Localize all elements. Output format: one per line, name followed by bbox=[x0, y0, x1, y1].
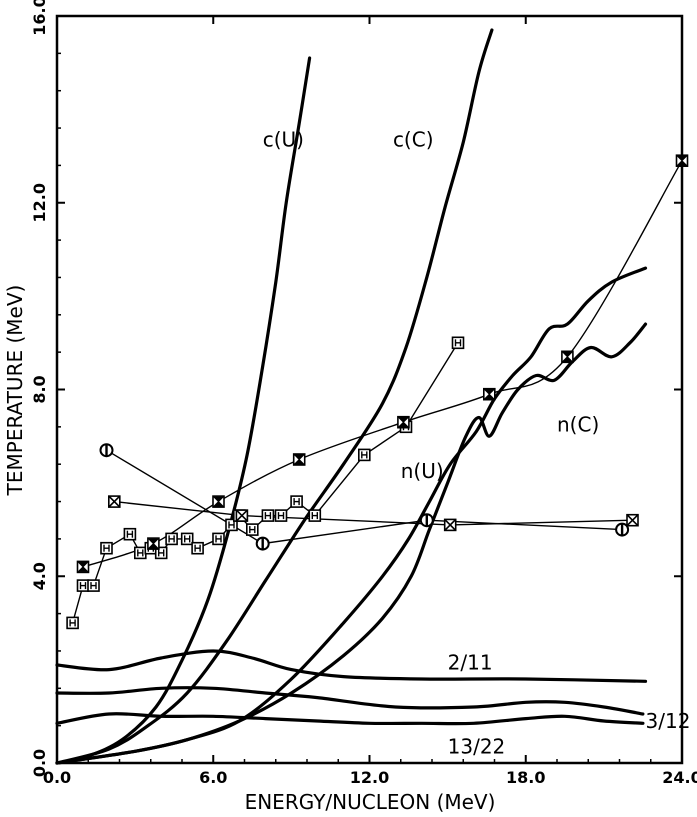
marker-hourglass bbox=[76, 560, 90, 574]
curve-13-22 bbox=[55, 712, 645, 726]
curve-label-c-c: c(C) bbox=[393, 128, 434, 152]
y-tick-label: 12.0 bbox=[30, 183, 49, 222]
series-line-square bbox=[71, 342, 459, 624]
marker-circle-bar bbox=[419, 513, 434, 528]
marker-hourglass bbox=[561, 350, 574, 364]
marker-x-box bbox=[235, 509, 249, 522]
marker-square bbox=[123, 527, 137, 541]
marker-square bbox=[87, 579, 100, 592]
marker-square bbox=[246, 523, 259, 536]
y-tick-label: 16.0 bbox=[30, 0, 49, 36]
marker-stroke bbox=[561, 351, 574, 362]
marker-hourglass bbox=[292, 453, 306, 466]
marker-hourglass bbox=[147, 537, 160, 550]
marker-square bbox=[154, 546, 168, 560]
x-tick-label: 6.0 bbox=[199, 768, 227, 787]
y-axis-title: TEMPERATURE (MeV) bbox=[3, 285, 27, 497]
curve-label-n-u: n(U) bbox=[401, 459, 444, 483]
marker-hourglass bbox=[397, 415, 410, 429]
marker-square bbox=[290, 495, 303, 508]
y-tick-label: 0.0 bbox=[30, 749, 49, 777]
curve-c-u bbox=[55, 56, 312, 765]
x-tick-label: 18.0 bbox=[506, 768, 545, 787]
marker-circle-bar bbox=[615, 522, 630, 537]
marker-square bbox=[212, 532, 225, 546]
marker-stroke bbox=[108, 495, 121, 508]
curve-n-c bbox=[55, 322, 648, 765]
marker-hourglass bbox=[675, 154, 689, 167]
marker-square bbox=[134, 546, 147, 560]
marker-square bbox=[66, 616, 79, 630]
marker-stroke bbox=[235, 509, 248, 522]
marker-stroke bbox=[397, 417, 410, 428]
x-axis-title: ENERGY/NUCLEON (MeV) bbox=[245, 790, 496, 814]
tick-group: 0.0 6.0 12.0 18.0 24.0 0.0 4.0 8.0 12.0 16.0 bbox=[30, 0, 697, 787]
marker-square bbox=[225, 518, 238, 532]
x-tick-label: 12.0 bbox=[350, 768, 389, 787]
series-line-x-box bbox=[114, 500, 633, 526]
series-line-hourglass bbox=[82, 160, 683, 568]
marker-stroke bbox=[77, 561, 89, 572]
curve-group bbox=[55, 28, 648, 765]
marker-square bbox=[165, 532, 178, 546]
y-tick-label: 8.0 bbox=[30, 375, 49, 403]
curve-c-c bbox=[55, 28, 494, 765]
marker-square bbox=[180, 532, 194, 546]
curve-label-group: c(U) c(C) n(U) n(C) 2/11 3/12 13/22 bbox=[263, 128, 691, 759]
marker-x-box bbox=[626, 513, 639, 527]
marker-x-box bbox=[108, 495, 121, 508]
marker-hourglass bbox=[212, 495, 225, 508]
curve-label-3-12: 3/12 bbox=[646, 709, 691, 733]
marker-square bbox=[100, 541, 113, 555]
marker-square bbox=[191, 541, 204, 555]
curve-2-11 bbox=[55, 649, 648, 683]
plot-frame bbox=[55, 14, 684, 765]
series-line-circle-bar bbox=[106, 449, 623, 545]
curve-label-13-22: 13/22 bbox=[448, 735, 506, 759]
curve-label-c-u: c(U) bbox=[263, 128, 304, 152]
marker-square bbox=[451, 336, 465, 350]
marker-stroke bbox=[444, 518, 457, 531]
marker-square bbox=[308, 509, 322, 522]
marker-hourglass bbox=[482, 387, 496, 401]
marker-circle-bar bbox=[99, 443, 114, 458]
marker-stroke bbox=[676, 155, 688, 166]
curve-label-n-c: n(C) bbox=[557, 413, 599, 437]
marker-x-box bbox=[443, 518, 457, 532]
x-tick-label: 24.0 bbox=[662, 768, 697, 787]
plot-frame-group bbox=[55, 14, 684, 765]
marker-circle-bar bbox=[255, 536, 270, 551]
marker-stroke bbox=[212, 496, 225, 507]
curve-3-12 bbox=[55, 686, 645, 716]
marker-square bbox=[76, 579, 90, 592]
marker-stroke bbox=[626, 514, 639, 527]
series-group bbox=[66, 154, 689, 630]
marker-square bbox=[357, 448, 371, 462]
marker-stroke bbox=[293, 454, 305, 465]
y-tick-label: 4.0 bbox=[30, 562, 49, 590]
marker-square bbox=[261, 509, 275, 522]
curve-label-2-11: 2/11 bbox=[448, 651, 493, 675]
marker-stroke bbox=[483, 389, 496, 400]
marker-square bbox=[274, 509, 288, 522]
marker-stroke bbox=[147, 538, 160, 549]
x-tick-label: 0.0 bbox=[43, 768, 71, 787]
